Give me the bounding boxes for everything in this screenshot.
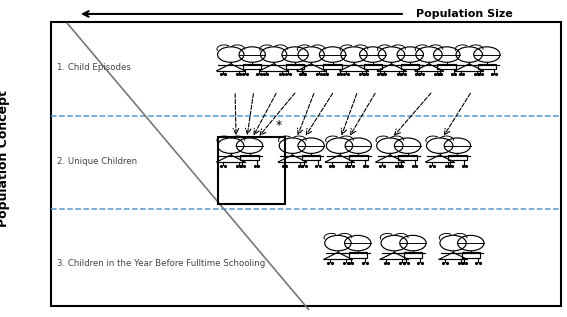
Text: 1. Child Episodes: 1. Child Episodes — [57, 63, 130, 72]
Text: Population Size: Population Size — [416, 9, 513, 19]
Bar — [349, 252, 367, 257]
Text: 2. Unique Children: 2. Unique Children — [57, 157, 137, 166]
Text: *: * — [276, 119, 282, 132]
Bar — [399, 155, 417, 160]
Bar — [349, 155, 367, 160]
Bar — [404, 252, 422, 257]
Bar — [462, 252, 480, 257]
Bar — [240, 155, 259, 160]
Bar — [477, 64, 496, 69]
Bar — [286, 64, 304, 69]
Bar — [302, 155, 320, 160]
Bar — [243, 64, 261, 69]
Bar — [438, 64, 456, 69]
Bar — [323, 64, 342, 69]
Text: Population Concept: Population Concept — [0, 90, 10, 227]
Bar — [448, 155, 467, 160]
Bar — [363, 64, 382, 69]
Text: 3. Children in the Year Before Fulltime Schooling: 3. Children in the Year Before Fulltime … — [57, 259, 265, 268]
Bar — [218, 137, 285, 204]
Bar — [401, 64, 420, 69]
